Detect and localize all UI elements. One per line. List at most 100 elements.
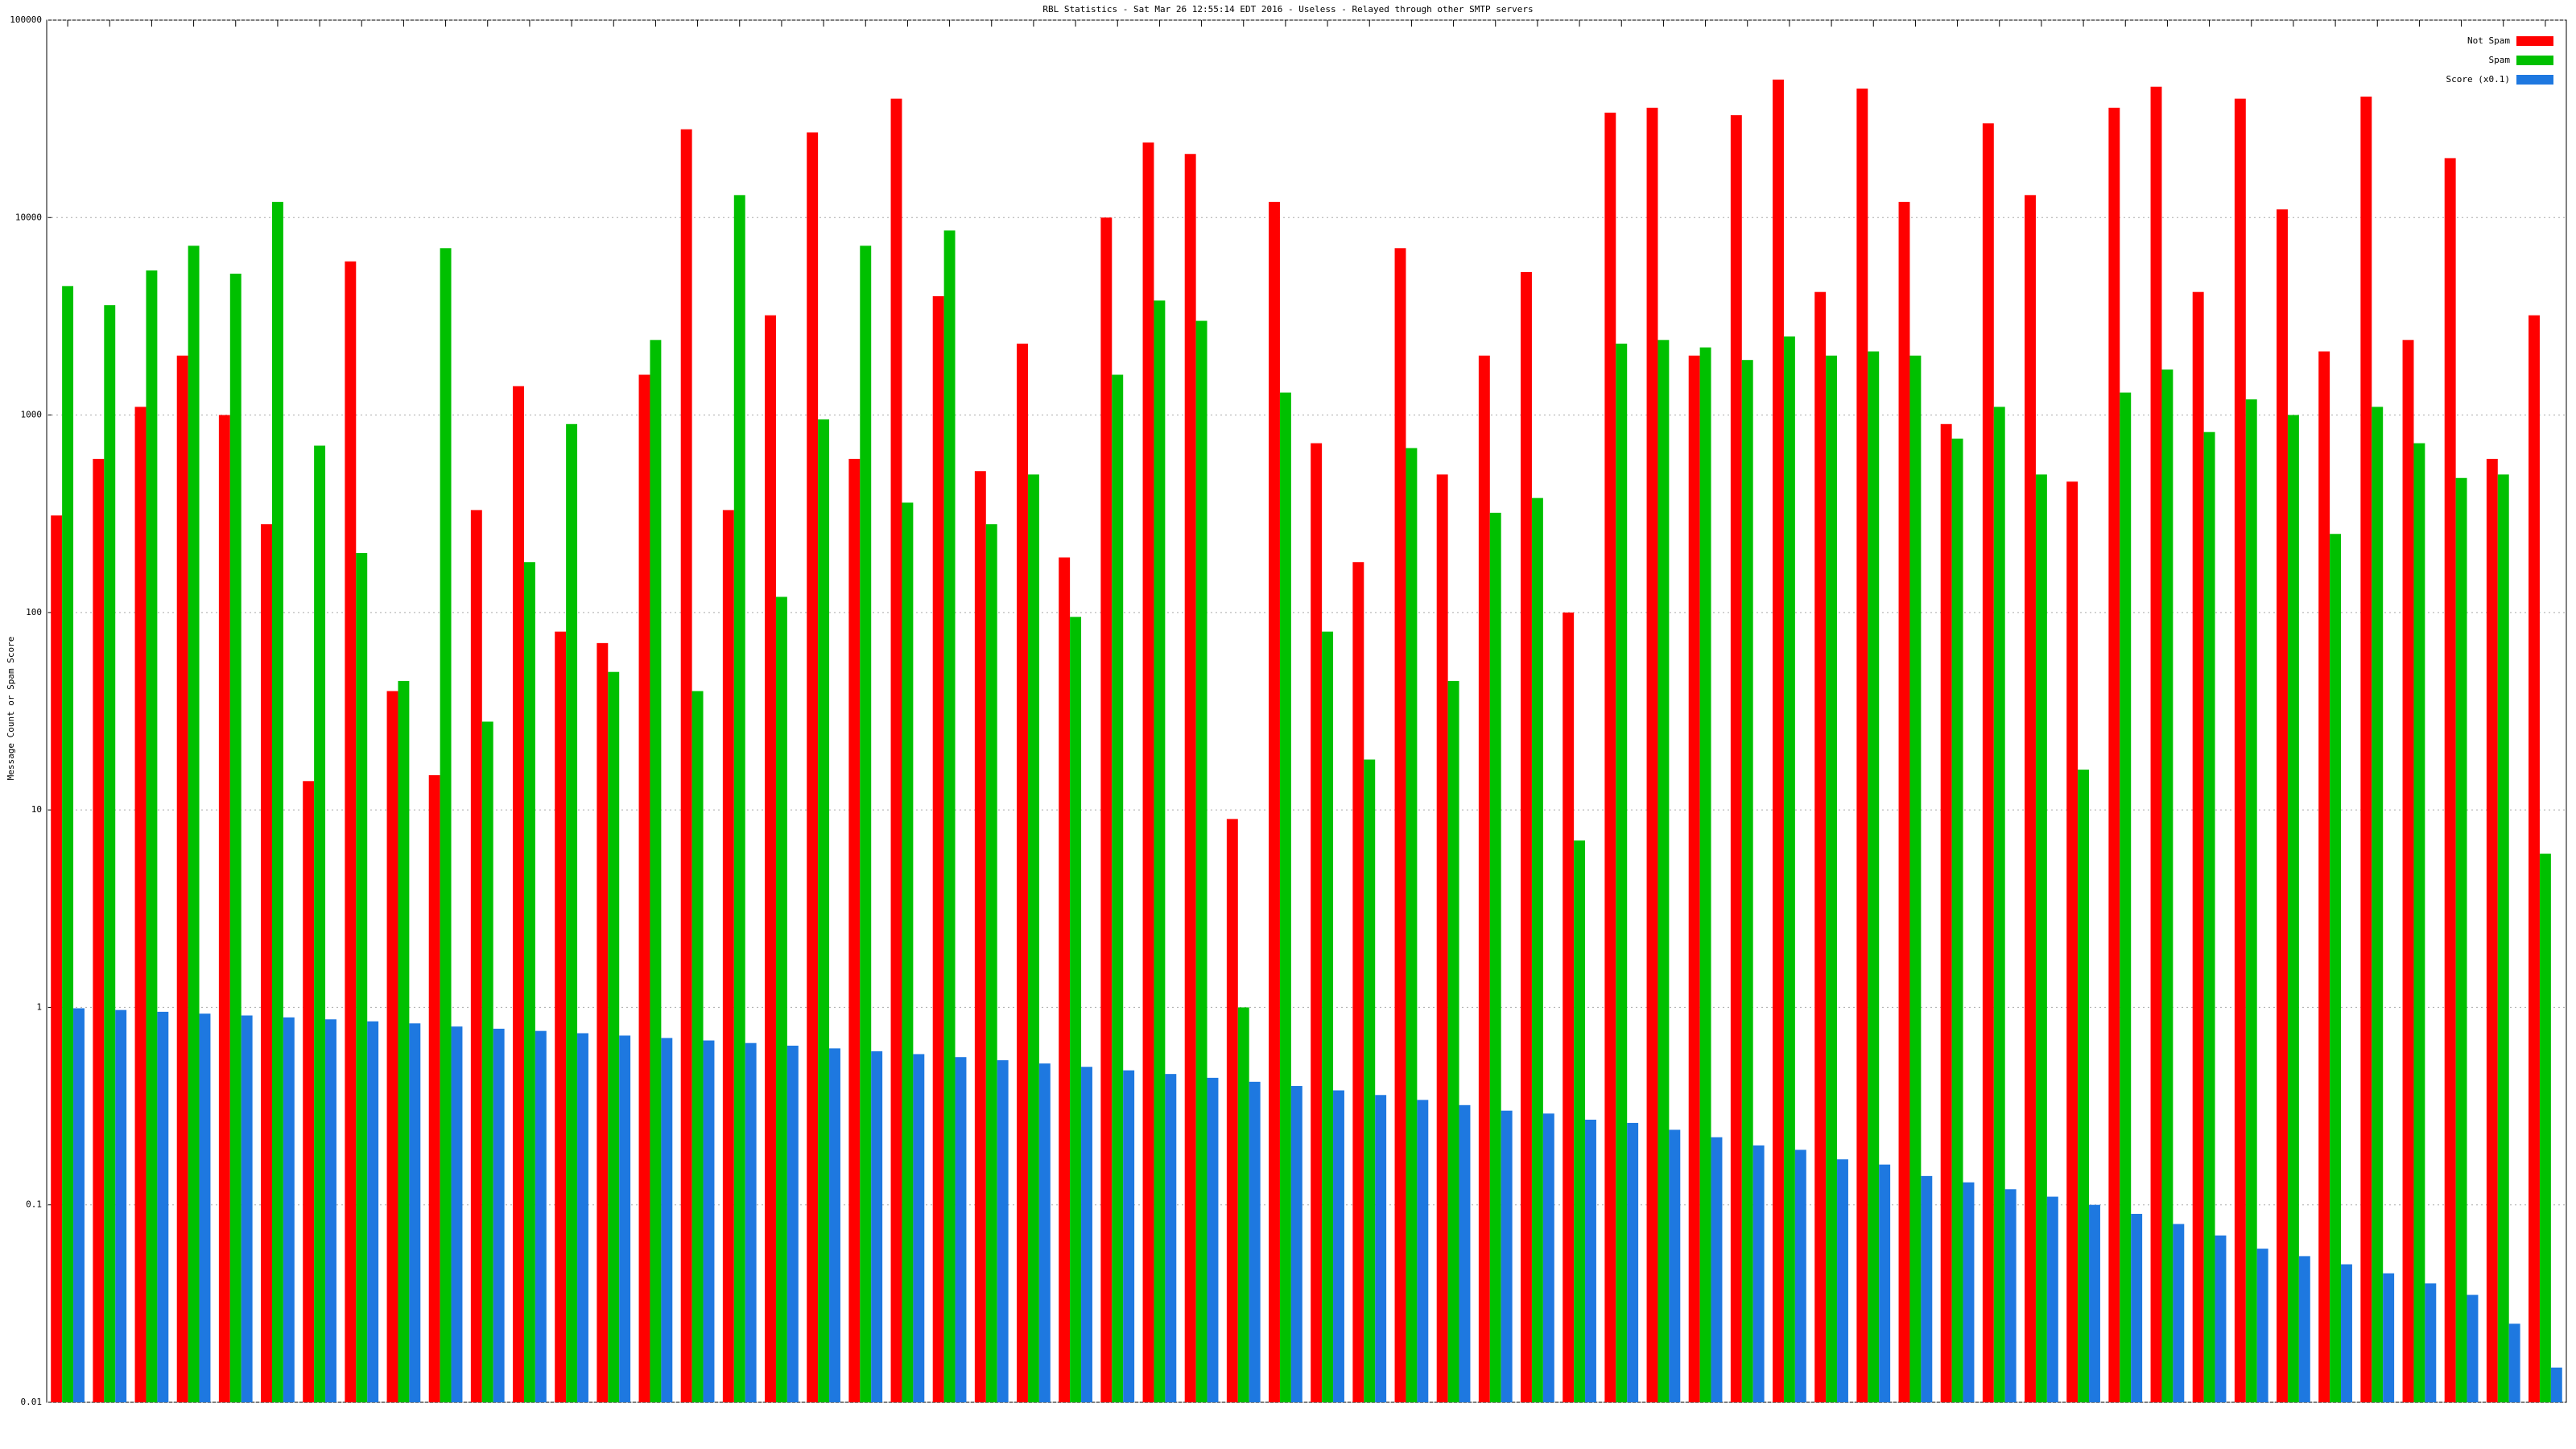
bar [932,295,944,1402]
bar [2108,107,2120,1403]
bar [2467,1294,2479,1402]
bar [597,642,609,1402]
bar [2413,443,2425,1403]
bar [1112,374,1124,1403]
bar [691,691,704,1402]
bar [1279,392,1291,1402]
bar [1752,1145,1765,1402]
bar [913,1054,925,1402]
chart-title: RBL Statistics - Sat Mar 26 12:55:14 EDT… [1042,4,1533,14]
bar [1123,1070,1135,1402]
bar [1868,351,1880,1402]
bar [283,1017,295,1402]
bar [1154,300,1166,1403]
bar [1207,1077,1219,1402]
bar [1521,271,1532,1403]
bar [1993,407,2005,1402]
bar [2372,407,2384,1402]
bar [386,691,398,1402]
legend-label: Score (x0.1) [2446,74,2510,85]
bar [661,1038,673,1402]
bar [2341,1264,2352,1402]
bar [1982,123,1994,1403]
bar [2245,399,2257,1402]
bar [1447,680,1459,1402]
bar [2550,1367,2562,1402]
bar [2089,1204,2100,1402]
bar [680,129,692,1402]
bar [2078,770,2090,1402]
bar [1375,1095,1387,1402]
bar [1501,1110,1513,1402]
bar [513,386,524,1403]
bar [2529,315,2540,1403]
bar [2383,1273,2395,1402]
bar [93,458,105,1402]
bar [577,1033,588,1402]
bar [2402,340,2414,1402]
legend-swatch [2516,36,2553,46]
bar [1478,355,1490,1403]
bar [2360,96,2372,1402]
y-tick-label: 0.1 [26,1199,42,1210]
bar [62,286,74,1403]
bar [1489,512,1501,1402]
bar [1290,1086,1302,1402]
bar [555,631,567,1402]
bar [1688,355,1700,1403]
bar [775,597,787,1402]
bar [1773,79,1784,1402]
bar [1951,438,1963,1402]
bar [829,1048,840,1402]
bar [1017,343,1028,1403]
bar [470,510,482,1402]
bar [1059,557,1071,1402]
bar [1249,1081,1261,1402]
legend-label: Not Spam [2467,35,2510,46]
bar [1459,1104,1471,1402]
bar [2203,431,2215,1402]
bar [1142,142,1154,1402]
bar [1195,320,1208,1402]
bar [2486,458,2498,1402]
bar [1406,448,1418,1403]
bar [1837,1159,1848,1402]
y-axis-label: Message Count or Spam Score [6,637,16,781]
bar [2150,86,2162,1402]
bar [1269,201,1280,1403]
bar [1730,115,1742,1402]
bar [2508,1323,2520,1402]
bar [1940,423,1952,1402]
bar [1100,217,1113,1403]
y-tick-label: 0.01 [21,1397,43,1407]
bar [523,562,535,1402]
bar [2192,291,2204,1403]
bar [176,355,188,1403]
legend-swatch [2516,75,2553,85]
bar [1794,1150,1806,1402]
bar [1921,1175,1933,1402]
bar [2131,1213,2143,1402]
bar [2066,481,2079,1402]
bar [1352,562,1364,1402]
bar [1531,497,1543,1402]
bar [1081,1067,1092,1402]
bar [1604,112,1616,1403]
bar [1322,631,1334,1402]
bar [650,340,662,1402]
bar [199,1013,211,1402]
bar [1711,1137,1723,1402]
bar [2234,98,2246,1402]
bar [1814,291,1827,1403]
bar [1898,201,1910,1403]
bar [261,524,272,1402]
bar [871,1051,883,1402]
bar [890,98,902,1402]
bar [1699,347,1711,1402]
bar [73,1008,85,1402]
bar [1184,154,1196,1403]
bar [2161,369,2174,1402]
y-tick-label: 1000 [21,410,43,420]
bar [1311,443,1323,1403]
bar [1436,474,1448,1402]
